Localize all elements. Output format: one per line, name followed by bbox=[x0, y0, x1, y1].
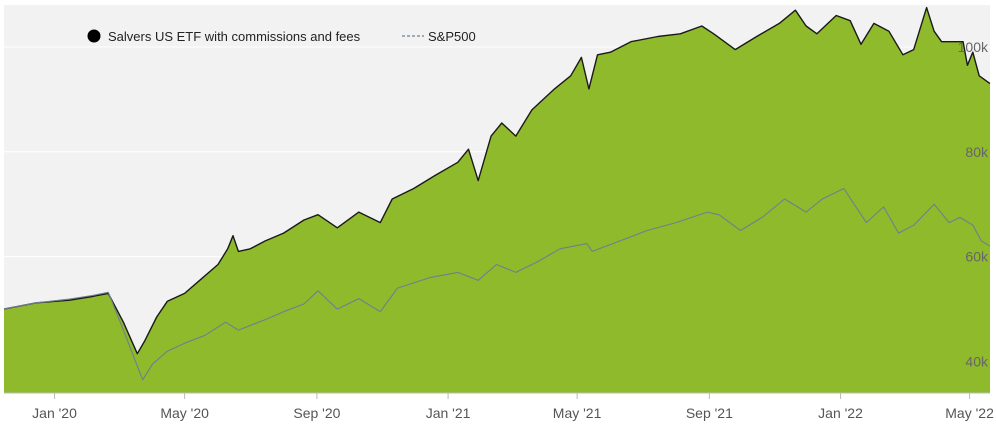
etf-area bbox=[4, 7, 990, 393]
x-axis-ticks: Jan '20 May '20 Sep '20 Jan '21 May '21 Sep '… bbox=[32, 393, 994, 421]
legend-marker-etf bbox=[87, 29, 101, 43]
sp500-line bbox=[3, 187, 991, 381]
y-tick-label: 100k bbox=[958, 39, 989, 55]
x-tick-label: Jan '20 bbox=[32, 405, 77, 421]
legend: Salvers US ETF with commissions and fees… bbox=[87, 29, 476, 44]
legend-item-sp500[interactable]: S&P500 bbox=[402, 29, 476, 44]
x-tick-label: May '22 bbox=[945, 405, 994, 421]
x-tick-label: Sep '20 bbox=[293, 405, 340, 421]
legend-item-etf[interactable]: Salvers US ETF with commissions and fees bbox=[87, 29, 361, 44]
y-axis-ticks: 40k 60k 80k 100k bbox=[958, 39, 989, 370]
legend-label-sp500: S&P500 bbox=[428, 29, 476, 44]
x-tick-label: May '21 bbox=[553, 405, 602, 421]
etf-line bbox=[3, 6, 991, 355]
x-tick-label: Jan '22 bbox=[818, 405, 863, 421]
x-tick-label: Jan '21 bbox=[426, 405, 471, 421]
x-tick-label: May '20 bbox=[160, 405, 209, 421]
legend-label-etf: Salvers US ETF with commissions and fees bbox=[108, 29, 361, 44]
x-tick-label: Sep '21 bbox=[686, 405, 733, 421]
y-tick-label: 40k bbox=[965, 354, 989, 370]
y-tick-label: 80k bbox=[965, 144, 989, 160]
y-tick-label: 60k bbox=[965, 249, 989, 265]
